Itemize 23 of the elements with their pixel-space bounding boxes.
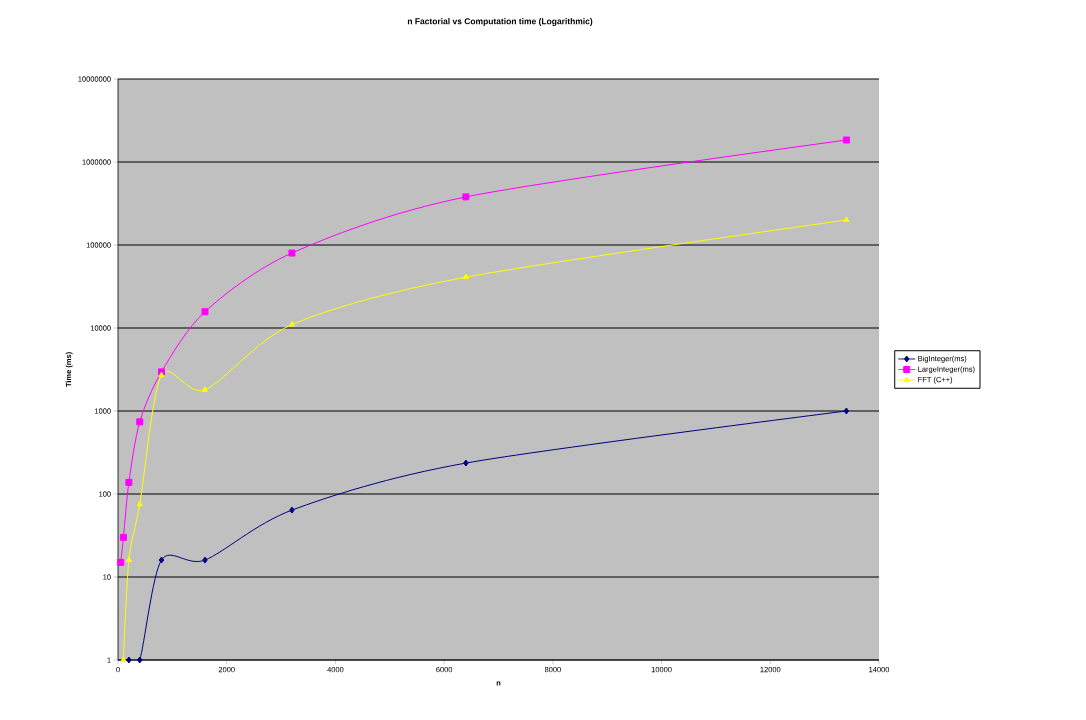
point	[201, 386, 209, 392]
point	[125, 478, 133, 486]
point	[463, 459, 469, 467]
point	[462, 193, 470, 201]
point	[202, 556, 208, 564]
point	[843, 216, 850, 223]
point	[126, 656, 132, 664]
point	[842, 136, 850, 144]
point	[137, 656, 143, 664]
point	[158, 556, 165, 564]
point	[119, 533, 127, 541]
point	[843, 407, 850, 415]
point	[136, 500, 143, 507]
point	[117, 558, 125, 566]
point	[288, 249, 296, 257]
point	[288, 321, 296, 327]
point	[120, 656, 127, 662]
point	[289, 506, 295, 514]
point	[462, 273, 469, 280]
chart-title: n Factorial vs Computation time (Logarithmic)	[407, 18, 593, 26]
point	[125, 556, 132, 563]
point	[201, 308, 209, 316]
point	[136, 418, 144, 426]
